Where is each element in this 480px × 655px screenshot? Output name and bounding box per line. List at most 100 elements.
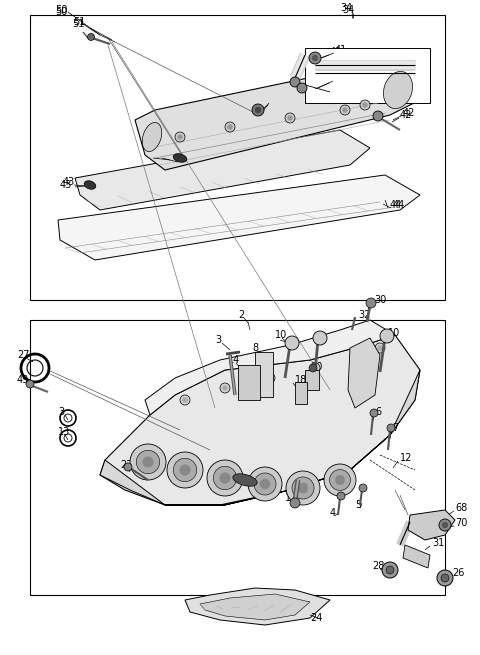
Circle shape	[285, 113, 295, 123]
Circle shape	[175, 132, 185, 142]
Circle shape	[182, 398, 188, 403]
Text: 3: 3	[58, 407, 64, 417]
Text: 13: 13	[58, 427, 70, 437]
Circle shape	[335, 475, 345, 485]
Circle shape	[143, 457, 154, 468]
Circle shape	[312, 55, 318, 61]
Text: 21: 21	[315, 332, 327, 342]
Circle shape	[380, 329, 394, 343]
Text: 5: 5	[355, 500, 361, 510]
Polygon shape	[348, 338, 380, 408]
Circle shape	[26, 380, 34, 388]
Circle shape	[313, 331, 327, 345]
Circle shape	[180, 464, 191, 476]
Text: 44: 44	[393, 200, 405, 210]
Bar	[30, 320, 445, 595]
Text: 14: 14	[228, 355, 240, 365]
Circle shape	[285, 336, 299, 350]
Circle shape	[350, 350, 360, 360]
Circle shape	[330, 470, 350, 491]
Ellipse shape	[173, 154, 187, 162]
Circle shape	[286, 471, 320, 505]
Circle shape	[207, 460, 243, 496]
Circle shape	[312, 365, 317, 371]
Text: 50: 50	[55, 7, 67, 17]
Circle shape	[340, 105, 350, 115]
Text: 35: 35	[163, 150, 175, 160]
Text: 22: 22	[120, 460, 132, 470]
Polygon shape	[408, 510, 455, 540]
Circle shape	[442, 522, 448, 528]
Text: 51: 51	[72, 19, 84, 29]
Circle shape	[352, 352, 358, 358]
Circle shape	[360, 100, 370, 110]
Circle shape	[370, 409, 378, 417]
Text: 20: 20	[310, 362, 323, 372]
Circle shape	[267, 375, 273, 381]
Circle shape	[213, 466, 237, 490]
Circle shape	[288, 115, 292, 121]
Circle shape	[265, 373, 275, 383]
Polygon shape	[100, 370, 420, 505]
Circle shape	[124, 463, 132, 471]
Text: 40: 40	[330, 75, 342, 85]
Circle shape	[366, 298, 376, 308]
Text: 28: 28	[372, 561, 384, 571]
Text: 4: 4	[330, 508, 336, 518]
Text: 47: 47	[270, 95, 282, 105]
Circle shape	[87, 33, 95, 41]
Ellipse shape	[233, 474, 257, 486]
Text: 12: 12	[400, 453, 412, 463]
Bar	[305, 370, 319, 390]
Circle shape	[290, 77, 300, 87]
Circle shape	[373, 111, 383, 121]
Text: 43: 43	[60, 180, 72, 190]
Text: 26: 26	[452, 568, 464, 578]
Text: 9: 9	[370, 353, 376, 363]
Circle shape	[178, 134, 182, 140]
Circle shape	[252, 104, 264, 116]
Text: 51: 51	[73, 17, 85, 27]
Text: 30: 30	[374, 295, 386, 305]
Circle shape	[439, 519, 451, 531]
Circle shape	[309, 364, 317, 372]
Circle shape	[219, 473, 230, 483]
Ellipse shape	[84, 181, 96, 189]
Circle shape	[437, 570, 453, 586]
Circle shape	[248, 467, 282, 501]
Text: 41: 41	[335, 45, 347, 55]
Circle shape	[375, 343, 385, 353]
Polygon shape	[403, 545, 430, 568]
Text: 24: 24	[310, 613, 323, 623]
Bar	[295, 382, 307, 404]
Circle shape	[136, 450, 160, 474]
Text: 16: 16	[220, 473, 232, 483]
Polygon shape	[58, 175, 420, 260]
Circle shape	[180, 395, 190, 405]
Circle shape	[382, 562, 398, 578]
Circle shape	[387, 424, 395, 432]
Text: 27: 27	[17, 350, 29, 360]
Text: 35: 35	[155, 150, 168, 160]
Text: 10: 10	[388, 328, 400, 338]
Polygon shape	[135, 65, 420, 170]
Text: 31: 31	[432, 538, 444, 548]
Circle shape	[310, 363, 320, 373]
Text: 6: 6	[375, 407, 381, 417]
Circle shape	[362, 102, 368, 107]
Text: 43: 43	[63, 177, 75, 187]
Text: 34: 34	[340, 3, 352, 13]
Circle shape	[337, 492, 345, 500]
Bar	[30, 15, 445, 300]
Polygon shape	[185, 588, 330, 625]
Circle shape	[290, 498, 300, 508]
Polygon shape	[200, 594, 310, 620]
Circle shape	[377, 345, 383, 350]
Text: 41: 41	[330, 47, 342, 57]
Text: 40: 40	[335, 73, 347, 83]
Circle shape	[220, 383, 230, 393]
Text: 32: 32	[358, 310, 371, 320]
Text: 49: 49	[17, 375, 29, 385]
Text: 8: 8	[252, 343, 258, 353]
Text: 45: 45	[377, 55, 389, 65]
